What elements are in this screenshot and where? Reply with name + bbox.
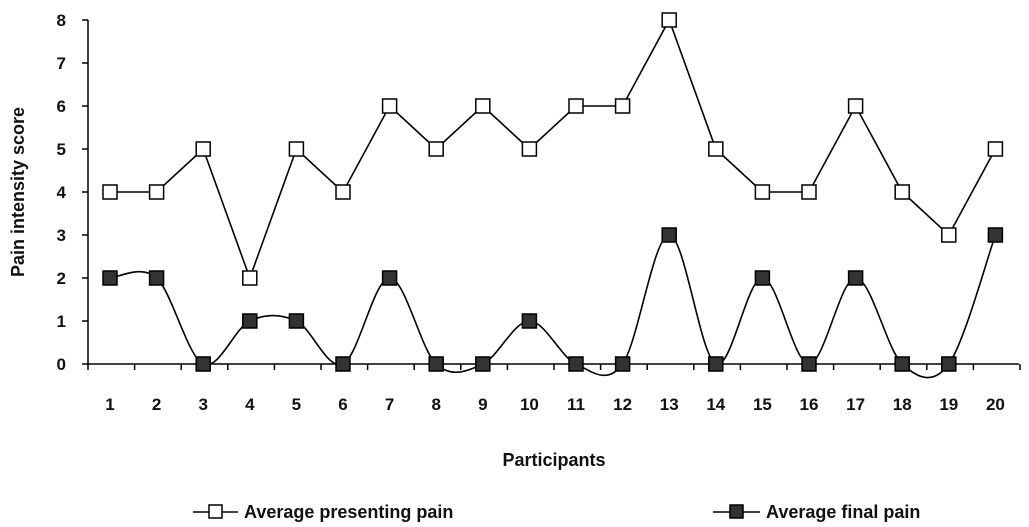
data-point <box>894 356 910 372</box>
x-tick-label: 5 <box>292 395 301 414</box>
legend-item-presenting: Average presenting pain <box>193 502 453 522</box>
data-point <box>428 356 444 372</box>
x-tick-label: 14 <box>706 395 725 414</box>
data-point <box>661 12 677 28</box>
data-point <box>801 184 817 200</box>
data-point <box>475 356 491 372</box>
data-point <box>242 270 258 286</box>
y-axis-title: Pain intensity score <box>8 107 28 277</box>
x-tick-label: 17 <box>846 395 865 414</box>
x-axis: 1 2 3 4 5 6 7 8 9 10 11 12 13 14 15 16 17 18 19 20 <box>87 363 1021 414</box>
data-point <box>614 356 631 372</box>
y-tick-label: 3 <box>57 226 66 245</box>
data-point <box>335 184 351 200</box>
y-tick-label: 4 <box>57 183 67 202</box>
data-point <box>847 98 864 114</box>
x-tick-label: 16 <box>800 395 819 414</box>
x-tick-label: 12 <box>613 395 632 414</box>
x-tick-label: 6 <box>338 395 347 414</box>
x-tick-label: 1 <box>105 395 114 414</box>
data-point <box>661 227 677 243</box>
x-axis-title: Participants <box>502 450 605 470</box>
x-tick-label: 4 <box>245 395 255 414</box>
legend-marker-final <box>729 504 744 519</box>
data-point <box>568 356 584 372</box>
y-axis: 0 1 2 3 4 5 6 7 8 <box>57 11 89 374</box>
series-line <box>110 18 997 281</box>
data-point <box>987 227 1004 243</box>
data-point <box>708 356 724 372</box>
legend-label-final: Average final pain <box>766 502 920 522</box>
data-point <box>381 270 398 286</box>
x-tick-label: 13 <box>660 395 679 414</box>
data-point <box>754 184 771 200</box>
data-point <box>242 313 258 329</box>
data-point <box>288 141 305 157</box>
data-point <box>754 270 771 286</box>
data-point <box>381 98 398 114</box>
data-point <box>987 141 1004 157</box>
series-layer <box>102 12 1004 379</box>
y-tick-label: 7 <box>57 54 66 73</box>
data-point <box>195 356 211 372</box>
x-tick-label: 19 <box>939 395 958 414</box>
data-point <box>801 356 817 372</box>
data-point <box>148 184 165 200</box>
x-tick-label: 11 <box>567 395 585 414</box>
data-point <box>288 313 305 329</box>
series-1 <box>102 227 1004 379</box>
x-tick-label: 15 <box>753 395 772 414</box>
data-point <box>521 313 538 329</box>
series-0 <box>102 12 1004 286</box>
data-point <box>475 98 491 114</box>
data-point <box>568 98 584 114</box>
x-tick-label: 3 <box>198 395 207 414</box>
x-tick-label: 9 <box>478 395 487 414</box>
x-tick-label: 7 <box>385 395 394 414</box>
data-point <box>102 184 118 200</box>
data-point <box>894 184 910 200</box>
legend-marker-presenting <box>208 504 223 519</box>
data-point <box>708 141 724 157</box>
y-tick-label: 2 <box>57 269 66 288</box>
legend-item-final: Average final pain <box>713 502 920 522</box>
y-tick-label: 8 <box>57 11 66 30</box>
data-point <box>195 141 211 157</box>
y-tick-label: 1 <box>57 312 66 331</box>
x-tick-label: 18 <box>893 395 912 414</box>
legend: Average presenting pain Average final pa… <box>193 502 920 522</box>
data-point <box>102 270 118 286</box>
legend-label-presenting: Average presenting pain <box>244 502 453 522</box>
y-tick-label: 5 <box>57 140 66 159</box>
y-tick-label: 0 <box>57 355 66 374</box>
x-tick-label: 20 <box>986 395 1005 414</box>
data-point <box>428 141 444 157</box>
data-point <box>614 98 631 114</box>
data-point <box>847 270 864 286</box>
data-point <box>941 356 957 372</box>
x-tick-label: 2 <box>152 395 161 414</box>
data-point <box>148 270 165 286</box>
data-point <box>521 141 538 157</box>
x-tick-label: 8 <box>431 395 440 414</box>
data-point <box>941 227 957 243</box>
y-tick-label: 6 <box>57 97 66 116</box>
x-tick-label: 10 <box>520 395 539 414</box>
data-point <box>335 356 351 372</box>
